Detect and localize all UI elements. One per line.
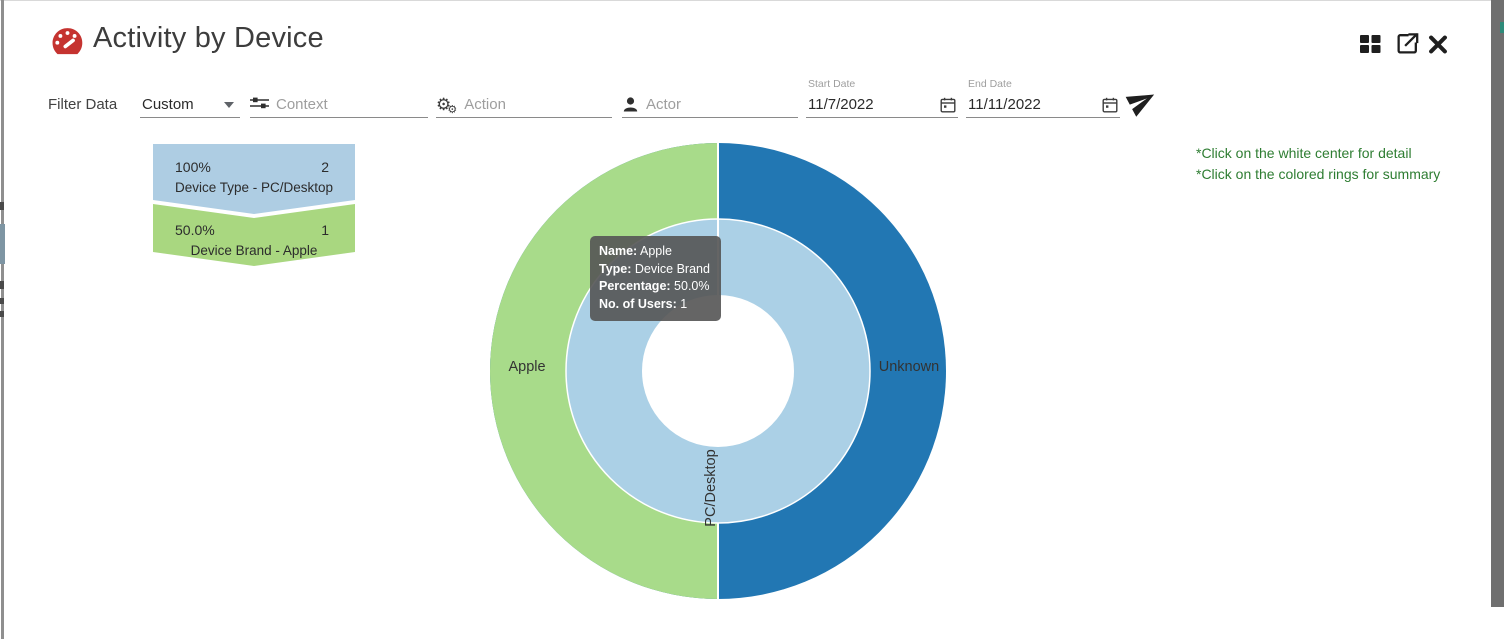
chart-tooltip: Name: Apple Type: Device Brand Percentag…	[590, 236, 721, 321]
start-date-value: 11/7/2022	[808, 96, 874, 113]
page-title: Activity by Device	[93, 22, 324, 54]
action-gears-icon: ⚙	[436, 96, 458, 116]
unknown-slice-label: Unknown	[879, 359, 939, 375]
apple-slice-label: Apple	[508, 359, 545, 375]
instruction-line: *Click on the white center for detail	[1196, 145, 1412, 161]
end-date-field[interactable]: End Date 11/11/2022	[966, 78, 1120, 118]
page-edge-speck	[0, 202, 4, 210]
tooltip-row: Name: Apple	[599, 244, 672, 258]
end-date-label: End Date	[968, 78, 1012, 90]
breadcrumb-device-type[interactable]: 100% 2 Device Type - PC/Desktop	[153, 144, 355, 214]
tooltip-row: No. of Users: 1	[599, 296, 688, 311]
page-edge-fragment	[0, 224, 5, 264]
breadcrumb-device-brand[interactable]: 50.0% 1 Device Brand - Apple	[153, 204, 355, 266]
end-date-value: 11/11/2022	[968, 96, 1041, 113]
pc-desktop-ring-label: PC/Desktop	[703, 449, 719, 526]
modal-top-border	[0, 0, 1504, 1]
filter-mode-value: Custom	[142, 96, 194, 113]
filter-data-label: Filter Data	[48, 96, 118, 113]
start-date-label: Start Date	[808, 78, 856, 90]
breadcrumb-count: 1	[321, 222, 329, 238]
person-icon	[623, 97, 638, 112]
apply-filters-send-icon[interactable]	[1125, 86, 1158, 118]
chart-instructions: *Click on the white center for detail *C…	[1196, 143, 1440, 184]
breadcrumb-percent: 50.0%	[175, 222, 215, 238]
page-edge-speck	[0, 298, 4, 304]
dashboard-gauge-icon	[52, 28, 83, 55]
context-placeholder: Context	[276, 96, 328, 113]
sunburst-donut-chart: Apple Unknown PC/Desktop	[490, 143, 946, 599]
page-edge-fragment	[1500, 22, 1504, 33]
breadcrumb-label: Device Brand - Apple	[190, 243, 318, 258]
actor-input[interactable]: Actor	[622, 92, 798, 118]
page-edge-left	[1, 0, 4, 639]
calendar-icon[interactable]	[1102, 97, 1118, 113]
breadcrumb-label: Device Type - PC/Desktop	[174, 180, 334, 195]
funnel-breadcrumb: 100% 2 Device Type - PC/Desktop 50.0% 1 …	[153, 144, 355, 276]
open-in-new-icon[interactable]	[1395, 31, 1420, 59]
action-placeholder: Action	[464, 96, 506, 113]
actor-placeholder: Actor	[646, 96, 682, 113]
chevron-down-icon	[224, 101, 234, 108]
tooltip-row: Percentage: 50.0%	[599, 279, 710, 293]
breadcrumb-percent: 100%	[175, 159, 211, 175]
breadcrumb-count: 2	[321, 159, 329, 175]
page-edge-speck	[0, 281, 4, 289]
filter-mode-select[interactable]: Custom	[140, 92, 240, 118]
tune-filter-icon	[250, 97, 269, 108]
scrollbar[interactable]	[1491, 0, 1504, 607]
calendar-icon[interactable]	[940, 97, 956, 113]
grid-view-icon[interactable]	[1360, 35, 1381, 56]
context-input[interactable]: Context	[250, 92, 428, 118]
action-input[interactable]: ⚙ Action	[436, 92, 612, 118]
tooltip-row: Type: Device Brand	[599, 261, 710, 276]
close-icon[interactable]	[1428, 35, 1448, 57]
start-date-field[interactable]: Start Date 11/7/2022	[806, 78, 958, 118]
instruction-line: *Click on the colored rings for summary	[1196, 165, 1441, 182]
page-edge-speck	[0, 311, 4, 317]
donut-center[interactable]	[642, 295, 794, 447]
